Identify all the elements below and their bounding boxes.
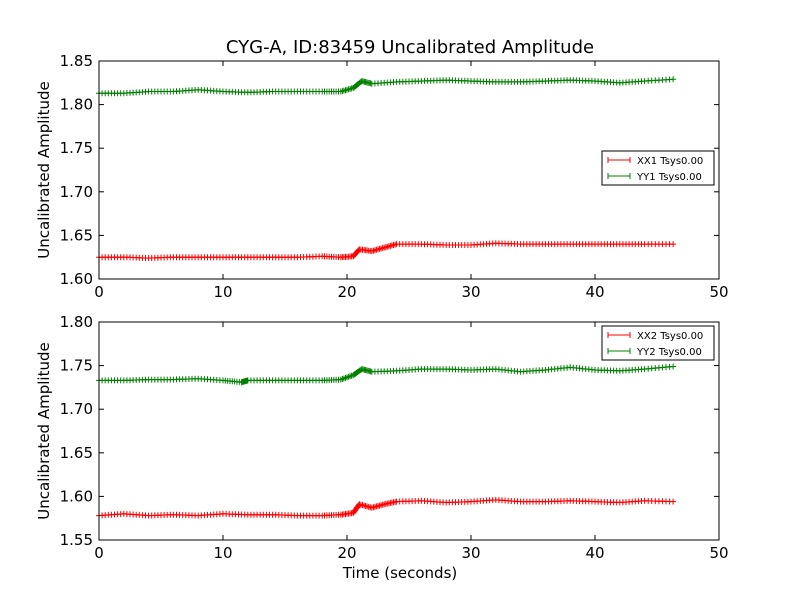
y-tick-label: 1.55 (60, 531, 93, 549)
legend-label: YY2 Tsys0.00 (636, 347, 702, 358)
legend-swatch-marker (607, 157, 631, 163)
data-point-marker (670, 241, 677, 248)
series-2-group (96, 363, 677, 386)
x-tick-label: 0 (94, 283, 104, 301)
chart-panel-2: 0 10 20 30 40 50 1.55 1.60 1.65 1.70 1.75 1.80 Uncal… (35, 313, 729, 582)
y-tick-label: 1.75 (60, 139, 93, 157)
legend-label: YY1 Tsys0.00 (636, 172, 702, 183)
x-tick-label: 40 (585, 544, 604, 562)
x-tick-label: 0 (94, 544, 104, 562)
x-tick-label: 10 (213, 544, 232, 562)
legend-swatch-marker (607, 348, 631, 354)
x-tick-label: 10 (213, 283, 232, 301)
y-axis-label: Uncalibrated Amplitude (35, 81, 53, 258)
y-tick-label: 1.75 (60, 357, 93, 375)
legend-swatch-marker (607, 173, 631, 179)
y-tick-label: 1.85 (60, 52, 93, 70)
legend: XX1 Tsys0.00 YY1 Tsys0.00 (601, 150, 715, 186)
legend: XX2 Tsys0.00 YY2 Tsys0.00 (601, 325, 715, 361)
plot-frame (98, 321, 720, 541)
legend-label: XX1 Tsys0.00 (637, 156, 703, 167)
plots-group: 0 10 20 30 40 50 1.60 1.65 1.70 1.75 1.80 1.85 Uncal… (35, 52, 729, 582)
x-axis-label: Time (seconds) (342, 564, 458, 582)
x-tick-label: 20 (337, 283, 356, 301)
legend-swatch-marker (607, 332, 631, 338)
series-1-group (96, 240, 677, 262)
y-tick-label: 1.65 (60, 226, 93, 244)
y-tick-label: 1.65 (60, 444, 93, 462)
data-point-marker (670, 76, 677, 83)
x-tick-label: 30 (461, 544, 480, 562)
x-tick-label: 20 (337, 544, 356, 562)
x-tick-label: 40 (585, 283, 604, 301)
chart-title: CYG-A, ID:83459 Uncalibrated Amplitude (226, 37, 594, 58)
x-tick-label: 30 (461, 283, 480, 301)
legend-box (601, 150, 715, 186)
y-tick-label: 1.60 (60, 270, 93, 288)
y-tick-label: 1.80 (60, 313, 93, 331)
x-tick-label: 50 (709, 283, 728, 301)
legend-label: XX2 Tsys0.00 (637, 331, 703, 342)
series-1-group (96, 496, 677, 519)
legend-box (601, 325, 715, 361)
data-point-marker (670, 363, 677, 370)
plot-frame (98, 60, 720, 280)
chart-panel-1: 0 10 20 30 40 50 1.60 1.65 1.70 1.75 1.80 1.85 Uncal… (35, 52, 729, 301)
y-tick-label: 1.70 (60, 400, 93, 418)
y-axis-label: Uncalibrated Amplitude (35, 342, 53, 519)
y-tick-label: 1.80 (60, 96, 93, 114)
y-tick-label: 1.60 (60, 487, 93, 505)
series-2-group (96, 76, 677, 97)
data-point-marker (670, 498, 677, 505)
x-tick-label: 50 (709, 544, 728, 562)
y-tick-label: 1.70 (60, 183, 93, 201)
